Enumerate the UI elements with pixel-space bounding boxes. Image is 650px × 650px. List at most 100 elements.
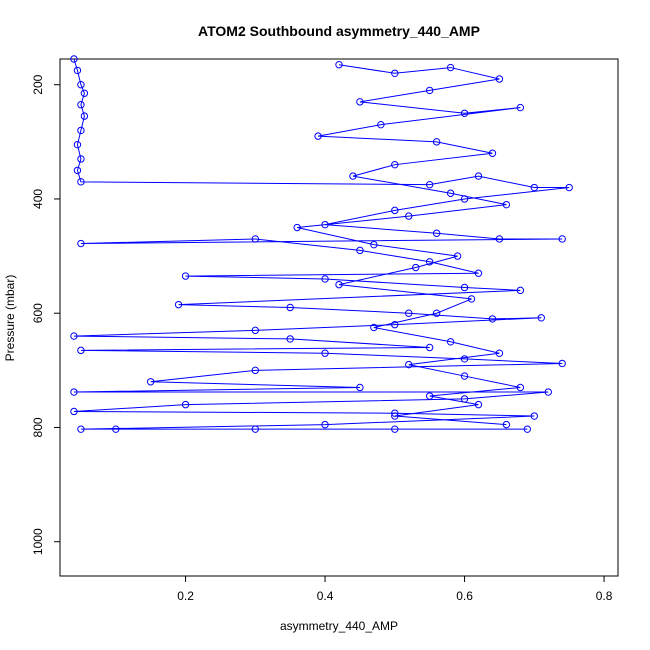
data-point: [80, 89, 89, 97]
x-tick-label: 0.8: [596, 589, 613, 603]
data-point: [516, 103, 525, 112]
data-point: [474, 269, 483, 277]
data-point: [377, 120, 385, 129]
data-point: [70, 407, 78, 416]
data-point: [321, 420, 329, 429]
data-point: [251, 235, 260, 243]
data-point: [391, 425, 399, 433]
y-tick-label: 200: [31, 74, 45, 94]
data-point: [446, 63, 455, 72]
data-point: [370, 323, 378, 332]
data-point: [425, 392, 434, 400]
data-point: [73, 66, 82, 75]
y-axis: 200 400 600 800 1000: [31, 74, 61, 555]
data-point: [112, 425, 120, 433]
y-tick-label: 1000: [31, 528, 45, 555]
data-point: [70, 332, 78, 340]
data-point: [77, 178, 85, 186]
data-point: [460, 109, 469, 117]
data-point: [425, 86, 434, 95]
data-point: [467, 295, 476, 303]
x-tick-label: 0.4: [317, 589, 334, 603]
data-point: [412, 263, 420, 272]
data-point: [391, 412, 399, 420]
data-point: [321, 349, 329, 357]
y-tick-label: 400: [31, 189, 45, 209]
data-point: [432, 138, 441, 146]
data-point: [425, 343, 434, 352]
data-point: [80, 112, 89, 120]
data-point: [558, 359, 566, 368]
data-point: [453, 252, 462, 260]
data-point: [77, 101, 85, 109]
data-point: [502, 420, 511, 429]
data-point: [474, 172, 483, 180]
data-point: [488, 315, 497, 323]
data-point: [495, 75, 504, 83]
data-point: [293, 223, 301, 232]
data-point: [356, 98, 364, 106]
data-point: [446, 338, 455, 346]
data-point: [425, 258, 434, 266]
data-point: [70, 388, 78, 396]
data-point: [349, 172, 357, 180]
data-point: [502, 200, 511, 209]
data-point: [181, 272, 190, 280]
data-point: [495, 349, 504, 357]
data-point: [321, 275, 329, 283]
data-point: [286, 335, 294, 343]
data-point: [356, 246, 364, 255]
data-point: [391, 69, 399, 77]
data-point: [523, 425, 532, 433]
data-point: [391, 160, 399, 169]
data-point: [495, 235, 504, 243]
data-point: [530, 183, 538, 192]
y-tick-label: 600: [31, 303, 45, 323]
data-point: [77, 346, 85, 355]
data-point: [335, 61, 343, 69]
data-point: [405, 360, 413, 369]
data-point: [516, 383, 525, 392]
series-line: [297, 64, 521, 426]
data-point: [516, 286, 525, 295]
x-axis: 0.2 0.4 0.6 0.8: [177, 575, 613, 603]
data-point: [405, 212, 413, 220]
data-point: [73, 140, 82, 149]
data-point: [488, 149, 497, 157]
data-point: [70, 55, 78, 63]
data-point: [405, 309, 413, 317]
data-point: [558, 235, 566, 243]
data-point: [77, 81, 85, 89]
data-point: [432, 309, 441, 317]
data-point: [425, 180, 434, 189]
data-point: [77, 425, 85, 433]
data-point: [544, 388, 552, 396]
y-tick-label: 800: [31, 417, 45, 437]
series-line: [73, 58, 570, 430]
data-point: [77, 155, 85, 163]
data-point: [73, 166, 82, 175]
data-point: [391, 320, 399, 329]
data-point: [174, 300, 183, 309]
data-point: [286, 303, 294, 312]
data-point: [460, 283, 469, 292]
data-point: [181, 400, 190, 409]
data-point: [356, 383, 364, 392]
data-point: [460, 355, 469, 363]
data-point: [146, 378, 155, 386]
data-point: [251, 326, 260, 335]
data-point: [391, 206, 399, 215]
data-point: [251, 366, 260, 375]
data-point: [77, 239, 85, 248]
x-tick-label: 0.2: [177, 589, 194, 603]
data-point: [474, 400, 483, 409]
data-point: [537, 314, 545, 322]
data-point: [314, 132, 322, 140]
plot-area: [70, 55, 573, 433]
data-point: [460, 372, 469, 380]
data-point: [446, 189, 455, 197]
data-point: [565, 183, 573, 192]
chart-title: ATOM2 Southbound asymmetry_440_AMP: [198, 23, 480, 39]
y-axis-label: Pressure (mbar): [3, 275, 17, 362]
